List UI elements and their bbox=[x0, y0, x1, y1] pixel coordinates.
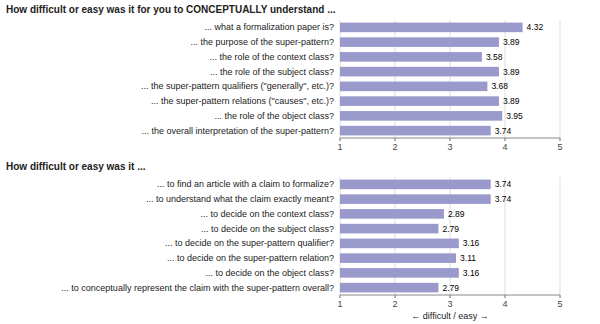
data-label: 2.79 bbox=[442, 224, 459, 234]
x-axis-line bbox=[340, 295, 560, 296]
data-label: 3.89 bbox=[503, 67, 520, 77]
chart-root: How difficult or easy was it for you to … bbox=[0, 0, 600, 324]
bar bbox=[340, 82, 487, 92]
panel: How difficult or easy was it ... 1 2 3 4 5 3.7… bbox=[6, 161, 563, 321]
tick-label: 4 bbox=[502, 299, 507, 309]
chart-title: How difficult or easy was it ... bbox=[6, 161, 146, 172]
tick-label: 3 bbox=[447, 142, 452, 152]
category-label: ... the role of the subject class? bbox=[210, 67, 334, 77]
bar bbox=[340, 52, 482, 62]
tick-label: 2 bbox=[392, 299, 397, 309]
x-axis-label: ← difficult / easy → bbox=[411, 311, 488, 321]
category-label: ... to decide on the object class? bbox=[205, 268, 334, 278]
data-label: 3.89 bbox=[503, 96, 520, 106]
bars bbox=[340, 180, 491, 293]
tick-label: 4 bbox=[502, 142, 507, 152]
category-label: ... to decide on the super-pattern quali… bbox=[165, 238, 334, 248]
category-label: ... to decide on the super-pattern relat… bbox=[167, 253, 334, 263]
grid-line bbox=[560, 177, 561, 295]
category-label: ... to understand what the claim exactly… bbox=[146, 194, 334, 204]
data-label: 3.58 bbox=[486, 52, 503, 62]
category-label: ... to find an article with a claim to f… bbox=[157, 179, 334, 189]
tick-label: 1 bbox=[337, 299, 342, 309]
bar bbox=[340, 111, 502, 121]
bar bbox=[340, 96, 499, 106]
tick-label: 1 bbox=[337, 142, 342, 152]
bar bbox=[340, 209, 444, 219]
tick-label: 5 bbox=[557, 299, 562, 309]
category-label: ... the super-pattern relations ("causes… bbox=[151, 96, 334, 106]
bar bbox=[340, 253, 456, 263]
category-label: ... the purpose of the super-pattern? bbox=[190, 37, 334, 47]
bar bbox=[340, 224, 438, 234]
bar bbox=[340, 283, 438, 293]
category-label: ... the role of the context class? bbox=[209, 52, 334, 62]
data-label: 3.74 bbox=[495, 179, 512, 189]
data-label: 3.74 bbox=[495, 126, 512, 136]
tick-label: 5 bbox=[557, 142, 562, 152]
category-label: ... the role of the object class? bbox=[214, 111, 334, 121]
bar bbox=[340, 268, 459, 278]
category-label: ... the super-pattern qualifiers ("gener… bbox=[141, 81, 334, 91]
bar bbox=[340, 194, 491, 204]
data-label: 3.11 bbox=[460, 253, 476, 263]
data-label: 3.95 bbox=[506, 111, 523, 121]
grid-line bbox=[560, 20, 561, 138]
tick-label: 3 bbox=[447, 299, 452, 309]
chart-title: How difficult or easy was it for you to … bbox=[6, 4, 336, 15]
data-label: 2.79 bbox=[442, 283, 459, 293]
tick-label: 2 bbox=[392, 142, 397, 152]
data-label: 3.16 bbox=[463, 238, 480, 248]
data-label: 3.74 bbox=[495, 194, 512, 204]
data-label: 2.89 bbox=[448, 209, 465, 219]
bar bbox=[340, 180, 491, 190]
category-label: ... the overall interpretation of the su… bbox=[141, 126, 334, 136]
data-label: 4.32 bbox=[527, 22, 544, 32]
bar bbox=[340, 126, 491, 136]
bar bbox=[340, 67, 499, 77]
bars bbox=[340, 23, 523, 136]
category-label: ... to conceptually represent the claim … bbox=[61, 283, 334, 293]
bar bbox=[340, 23, 523, 33]
x-axis-line bbox=[340, 138, 560, 139]
bar bbox=[340, 239, 459, 249]
bar bbox=[340, 37, 499, 47]
data-label: 3.68 bbox=[491, 81, 508, 91]
category-label: ... to decide on the context class? bbox=[200, 209, 334, 219]
data-label: 3.89 bbox=[503, 37, 520, 47]
data-label: 3.16 bbox=[463, 268, 480, 278]
category-label: ... what a formalization paper is? bbox=[204, 22, 334, 32]
category-label: ... to decide on the subject class? bbox=[201, 224, 334, 234]
panel: How difficult or easy was it for you to … bbox=[6, 4, 563, 152]
